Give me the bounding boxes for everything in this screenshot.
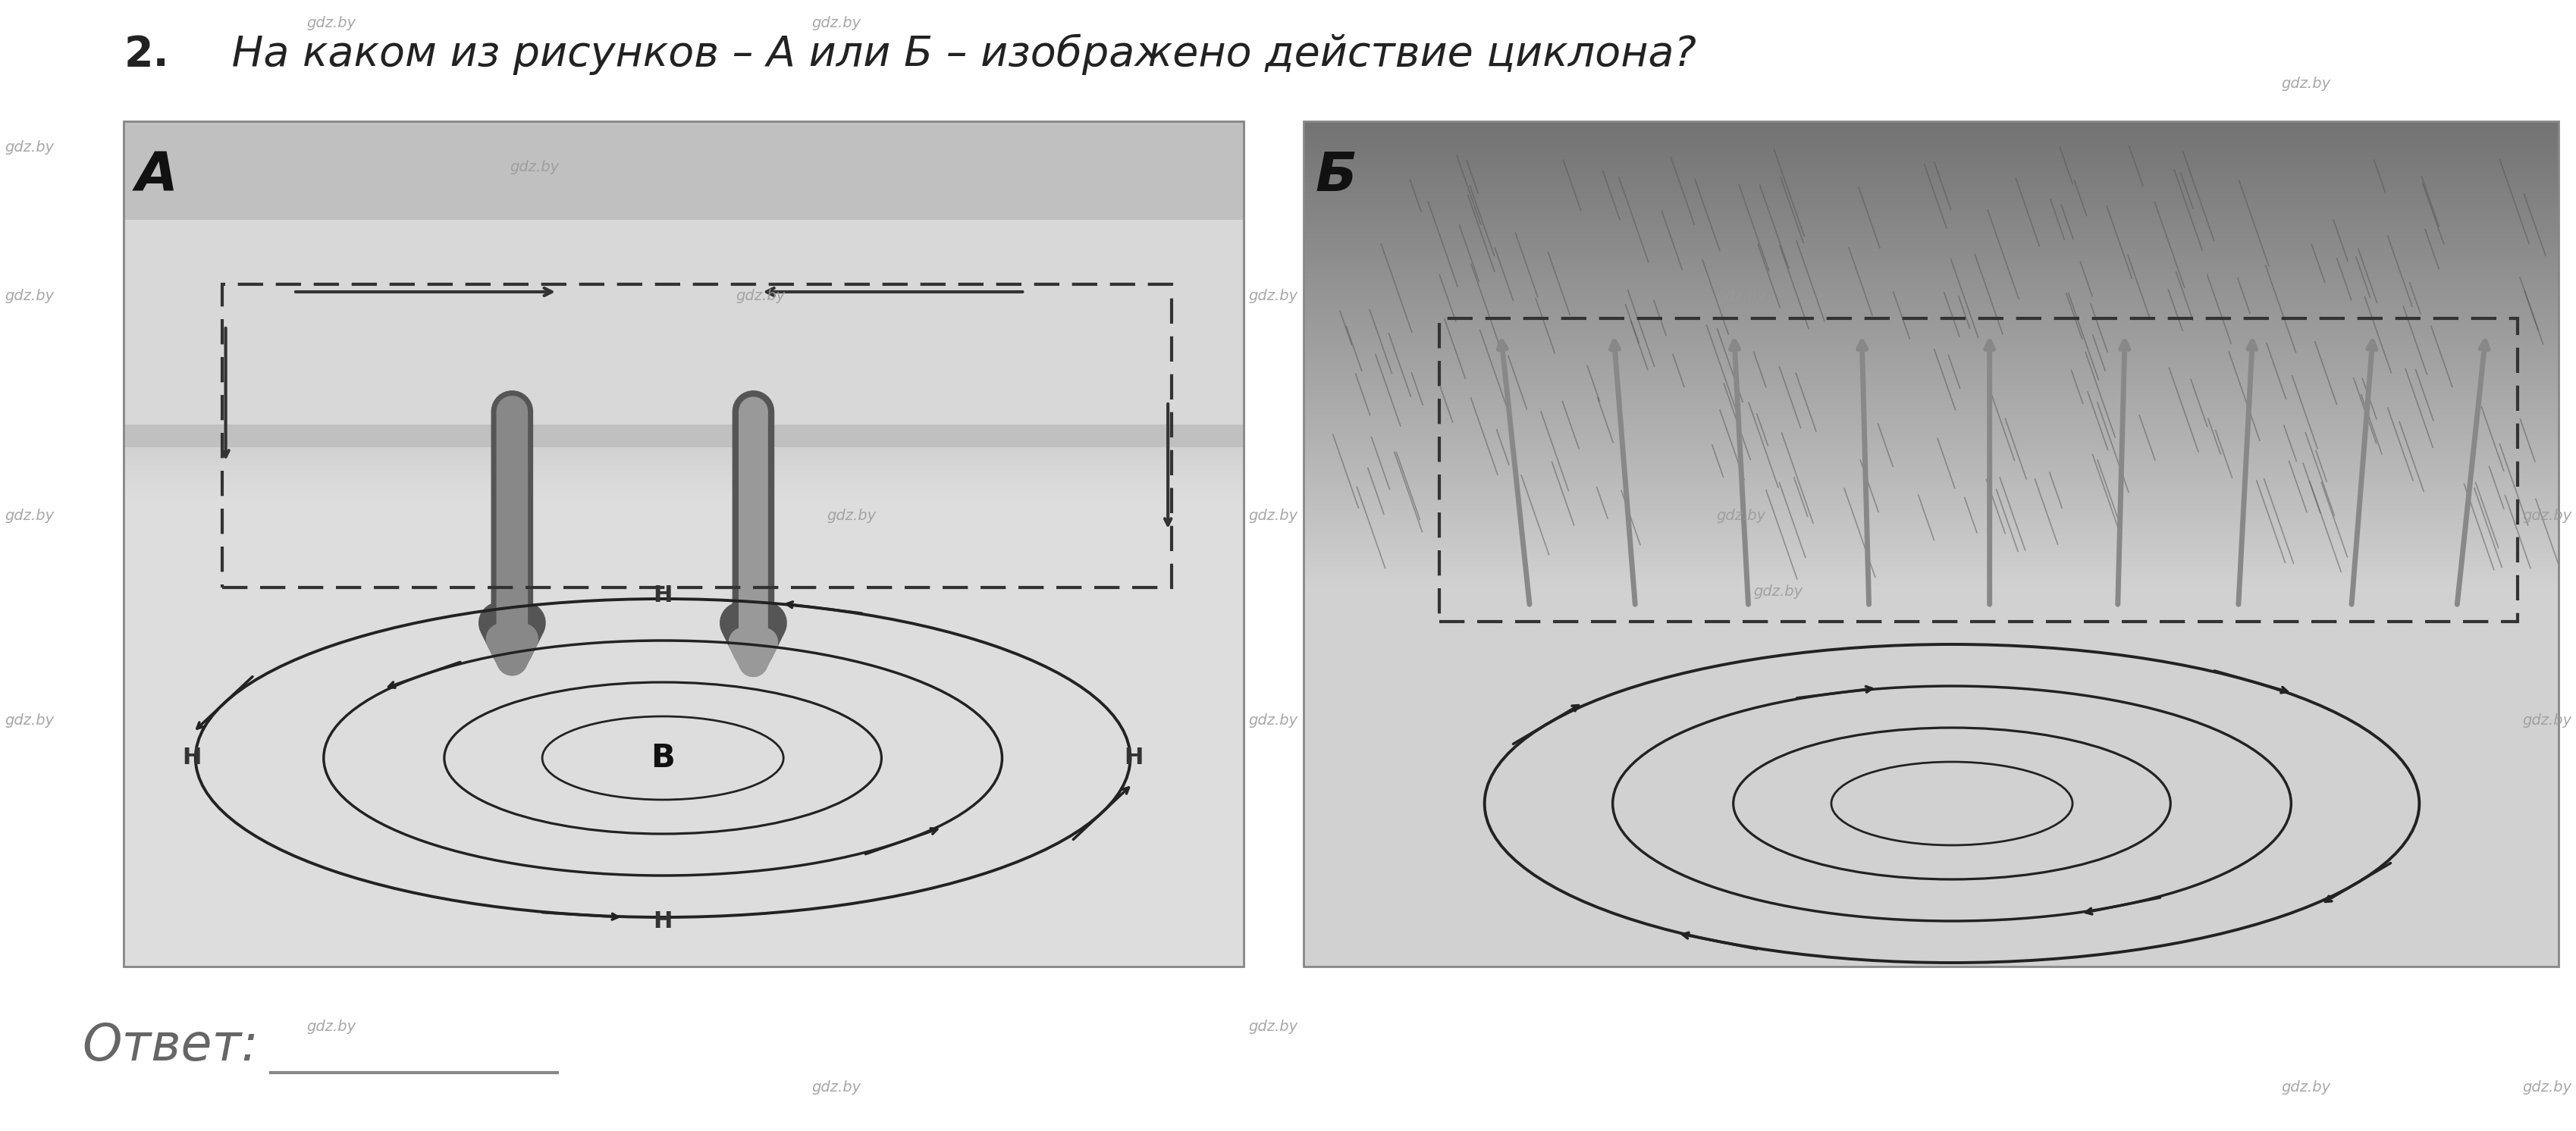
Text: gdz.by: gdz.by: [737, 288, 786, 303]
Text: Н: Н: [1123, 748, 1144, 769]
Text: gdz.by: gdz.by: [1754, 584, 1803, 598]
Bar: [124, 121, 1244, 967]
Text: gdz.by: gdz.by: [811, 16, 860, 29]
Text: gdz.by: gdz.by: [2522, 1080, 2571, 1095]
Text: gdz.by: gdz.by: [307, 1020, 355, 1035]
Bar: [124, 219, 1244, 424]
Bar: [124, 121, 1244, 424]
Bar: [124, 121, 1244, 447]
Text: gdz.by: gdz.by: [2280, 1080, 2331, 1095]
Text: gdz.by: gdz.by: [5, 140, 54, 155]
Text: gdz.by: gdz.by: [307, 16, 355, 29]
Text: Ответ:: Ответ:: [82, 1021, 258, 1071]
Text: gdz.by: gdz.by: [2522, 508, 2571, 523]
Text: gdz.by: gdz.by: [1716, 508, 1765, 523]
Text: Н: Н: [654, 584, 672, 606]
Bar: [124, 121, 1244, 967]
Text: gdz.by: gdz.by: [1249, 508, 1298, 523]
Text: gdz.by: gdz.by: [1716, 288, 1765, 303]
Text: gdz.by: gdz.by: [5, 288, 54, 303]
Text: gdz.by: gdz.by: [1249, 288, 1298, 303]
Text: gdz.by: gdz.by: [510, 159, 559, 174]
Text: gdz.by: gdz.by: [2280, 76, 2331, 90]
Bar: [1303, 121, 2558, 967]
Text: Б: Б: [1314, 150, 1358, 202]
Text: gdz.by: gdz.by: [5, 508, 54, 523]
Text: gdz.by: gdz.by: [1249, 1020, 1298, 1035]
Text: Н: Н: [183, 748, 201, 769]
Text: А: А: [134, 150, 178, 202]
Text: gdz.by: gdz.by: [2522, 713, 2571, 727]
Text: Н: Н: [654, 910, 672, 932]
Text: gdz.by: gdz.by: [827, 508, 876, 523]
Text: gdz.by: gdz.by: [5, 713, 54, 727]
Bar: [222, 284, 1172, 587]
Text: В: В: [652, 742, 675, 774]
Text: gdz.by: gdz.by: [811, 1080, 860, 1095]
Bar: [1440, 319, 2517, 622]
Text: На каком из рисунков – А или Б – изображено действие циклона?: На каком из рисунков – А или Б – изображ…: [219, 34, 1695, 76]
Text: 2.: 2.: [124, 34, 170, 75]
Text: gdz.by: gdz.by: [1249, 713, 1298, 727]
